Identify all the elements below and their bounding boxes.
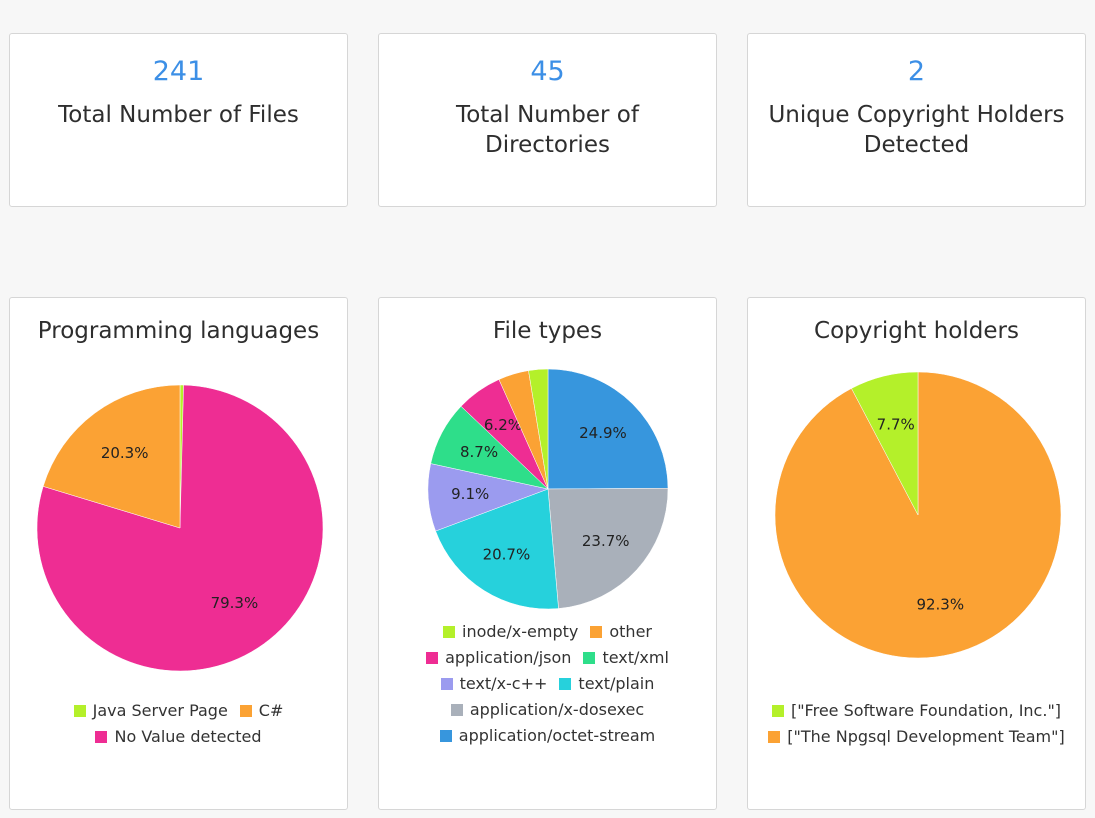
chart-card-programming-languages: Programming languages 79.3% 20.3% Java Se… <box>9 297 348 810</box>
legend-label: ["Free Software Foundation, Inc."] <box>790 701 1062 720</box>
slice-label: 24.9% <box>579 424 627 442</box>
legend-item-application-octet-stream[interactable]: application/octet-stream <box>439 723 656 749</box>
pie-slice-c[interactable] <box>42 384 181 529</box>
legend-swatch <box>771 705 784 717</box>
chart-legend: inode/x-empty other application/json text/x… <box>409 619 686 749</box>
slice-label: 20.7% <box>483 545 531 563</box>
legend-item-no-value-detected[interactable]: No Value detected <box>95 724 262 750</box>
legend-item-c[interactable]: C# <box>239 698 284 724</box>
slice-label: 9.1% <box>451 485 489 503</box>
pie-slice-application-octet-stream[interactable] <box>547 368 669 490</box>
legend-item-text-xml[interactable]: text/xml <box>583 645 669 671</box>
legend-label: Java Server Page <box>92 701 228 720</box>
stat-value: 241 <box>152 56 205 87</box>
legend-swatch <box>440 678 453 690</box>
pie-slice-inode-x-empty[interactable] <box>528 368 549 490</box>
stat-card-files: 241 Total Number of Files <box>9 33 348 207</box>
legend-swatch <box>426 652 439 664</box>
legend-item-text-x-c[interactable]: text/x-c++ <box>440 671 548 697</box>
slice-label: 20.3% <box>101 444 149 462</box>
pie-slice-application-x-dosexec[interactable] <box>547 487 669 609</box>
pie-chart-copyright-holders: 92.3% 7.7% <box>774 371 1062 659</box>
legend-swatch <box>239 705 252 717</box>
legend-swatch <box>443 626 456 638</box>
legend-swatch <box>590 626 603 638</box>
stat-label: Total Number of Directories <box>456 102 639 158</box>
chart-legend: Java Server Page C# No Value detected <box>20 698 337 750</box>
legend-swatch <box>73 705 86 717</box>
stat-label: Unique Copyright Holders Detected <box>768 102 1065 158</box>
legend-label: No Value detected <box>114 727 262 746</box>
legend-label: text/plain <box>578 674 655 693</box>
pie-slice-free-software-foundation-inc[interactable] <box>851 371 919 516</box>
pie-slice-text-plain[interactable] <box>435 488 559 610</box>
legend-label: application/octet-stream <box>458 726 656 745</box>
legend-item-the-npgsql-development-team[interactable]: ["The Npgsql Development Team"] <box>768 724 1065 750</box>
stat-value: 45 <box>530 56 565 87</box>
stat-card-directories: 45 Total Number of Directories <box>378 33 717 207</box>
legend-label: other <box>609 622 652 641</box>
chart-title: Copyright holders <box>814 318 1019 344</box>
slice-label: 6.2% <box>484 416 522 434</box>
chart-card-file-types: File types 24.9% 23.7% 20.7% 9.1% 8.7% 6.2% i… <box>378 297 717 810</box>
legend-swatch <box>559 678 572 690</box>
stat-value: 2 <box>907 56 926 87</box>
legend-item-inode-x-empty[interactable]: inode/x-empty <box>443 619 578 645</box>
pie-chart-programming-languages: 79.3% 20.3% <box>36 384 324 672</box>
slice-label: 8.7% <box>460 443 498 461</box>
chart-card-copyright-holders: Copyright holders 92.3% 7.7% ["Free Softw… <box>747 297 1086 810</box>
slice-label: 23.7% <box>582 532 630 550</box>
legend-label: application/json <box>445 648 572 667</box>
legend-item-java-server-page[interactable]: Java Server Page <box>73 698 228 724</box>
slice-label: 79.3% <box>211 594 259 612</box>
legend-swatch <box>583 652 596 664</box>
legend-item-other[interactable]: other <box>590 619 652 645</box>
stat-card-copyright-holders: 2 Unique Copyright Holders Detected <box>747 33 1086 207</box>
legend-item-application-json[interactable]: application/json <box>426 645 571 671</box>
legend-label: C# <box>258 701 284 720</box>
slice-label: 7.7% <box>877 415 915 433</box>
legend-label: application/x-dosexec <box>469 700 645 719</box>
chart-title: File types <box>492 318 603 344</box>
legend-item-free-software-foundation-inc[interactable]: ["Free Software Foundation, Inc."] <box>771 698 1062 724</box>
legend-swatch <box>95 731 108 743</box>
legend-label: ["The Npgsql Development Team"] <box>787 727 1065 746</box>
legend-item-application-x-dosexec[interactable]: application/x-dosexec <box>450 697 645 723</box>
pie-chart-file-types: 24.9% 23.7% 20.7% 9.1% 8.7% 6.2% <box>427 368 669 610</box>
legend-swatch <box>450 704 463 716</box>
legend-swatch <box>768 731 781 743</box>
legend-label: text/x-c++ <box>459 674 548 693</box>
legend-label: text/xml <box>602 648 669 667</box>
legend-label: inode/x-empty <box>462 622 579 641</box>
slice-label: 92.3% <box>916 596 964 614</box>
legend-swatch <box>439 730 452 742</box>
stat-label: Total Number of Files <box>58 102 299 128</box>
chart-legend: ["Free Software Foundation, Inc."] ["The … <box>758 698 1075 750</box>
chart-title: Programming languages <box>37 318 320 344</box>
legend-item-text-plain[interactable]: text/plain <box>559 671 654 697</box>
